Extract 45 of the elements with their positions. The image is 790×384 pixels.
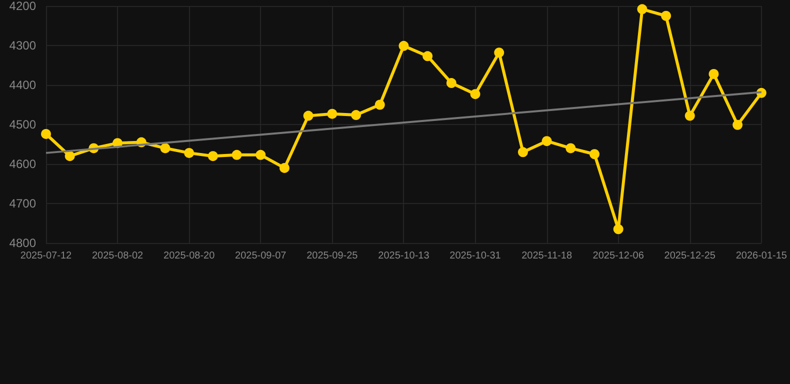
point bbox=[351, 110, 362, 120]
y-tick-label: 4500 bbox=[9, 118, 36, 132]
point bbox=[732, 120, 743, 130]
point bbox=[613, 224, 624, 234]
point bbox=[446, 78, 456, 88]
point bbox=[256, 150, 266, 160]
point bbox=[494, 48, 504, 58]
point bbox=[303, 110, 314, 121]
point bbox=[637, 4, 648, 14]
x-tick-label: 2025-09-07 bbox=[235, 250, 287, 262]
y-tick-label: 4600 bbox=[9, 157, 36, 171]
point bbox=[470, 89, 480, 100]
y-tick-label: 4300 bbox=[9, 38, 36, 52]
x-tick-label: 2025-12-06 bbox=[592, 250, 644, 262]
point bbox=[708, 68, 719, 79]
x-tick-label: 2025-10-13 bbox=[378, 250, 430, 262]
point bbox=[327, 108, 338, 119]
point bbox=[590, 149, 600, 160]
x-tick-label: 2025-10-31 bbox=[450, 250, 502, 262]
y-tick-label: 4200 bbox=[9, 0, 36, 13]
point bbox=[374, 100, 385, 110]
y-tick-label: 4400 bbox=[9, 78, 36, 92]
x-tick-label: 2025-11-18 bbox=[522, 250, 572, 262]
point bbox=[208, 151, 218, 162]
point bbox=[279, 162, 290, 173]
point bbox=[160, 143, 170, 154]
x-tick-label: 2025-08-20 bbox=[164, 250, 216, 262]
point bbox=[184, 148, 194, 158]
point bbox=[518, 147, 528, 158]
x-tick-label: 2025-07-12 bbox=[20, 250, 72, 262]
point bbox=[422, 51, 433, 62]
point bbox=[684, 110, 695, 121]
point bbox=[542, 136, 552, 146]
x-tick-label: 2025-08-02 bbox=[92, 250, 144, 262]
point bbox=[64, 151, 75, 162]
point bbox=[398, 40, 409, 51]
point bbox=[232, 150, 242, 160]
x-tick-label: 2026-01-15 bbox=[736, 250, 788, 262]
point bbox=[661, 10, 672, 21]
point bbox=[566, 143, 576, 154]
x-tick-label: 2025-12-25 bbox=[664, 250, 716, 262]
point bbox=[41, 128, 51, 139]
x-tick-label: 2025-09-25 bbox=[306, 250, 358, 262]
y-tick-label: 4700 bbox=[9, 196, 36, 210]
y-tick-label: 4800 bbox=[9, 236, 36, 250]
